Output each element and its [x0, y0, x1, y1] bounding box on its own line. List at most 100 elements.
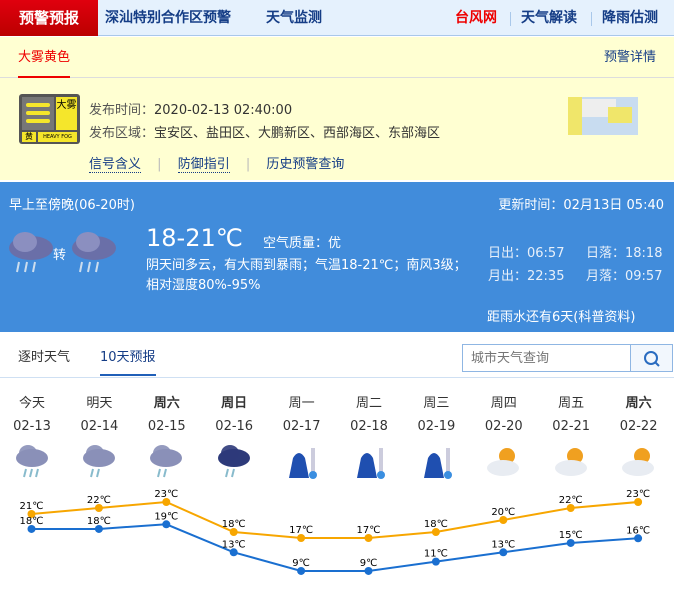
nav-typhoon[interactable]: 台风网: [455, 10, 497, 26]
heavy-rain-icon: [72, 232, 116, 273]
day-date: 02-18: [350, 419, 388, 434]
divider: [0, 377, 674, 378]
solar-term-link[interactable]: 距雨水还有6天(科普资料): [487, 310, 636, 325]
day-name: 周三: [423, 396, 450, 411]
day-name: 周日: [221, 396, 248, 411]
low-temp-line: [31, 523, 639, 572]
day-name: 今天: [18, 396, 45, 411]
nav-rain-estimate[interactable]: 降雨估测: [602, 10, 658, 26]
high-temp-line: [31, 500, 639, 539]
transition-text: 转: [53, 248, 67, 263]
tab-10day[interactable]: 10天预报: [100, 346, 156, 376]
low-temp-label: 9℃: [292, 558, 310, 569]
day-date: 02-20: [484, 419, 523, 434]
high-temp-label: 18℃: [424, 519, 448, 530]
day-date: 02-16: [215, 419, 254, 434]
tab-fog-yellow[interactable]: 大雾黄色: [18, 37, 71, 78]
high-temp-label: 23℃: [154, 489, 178, 500]
high-temp-point: [499, 516, 508, 524]
low-temp-point: [566, 538, 575, 547]
nav-monitoring[interactable]: 天气监测: [266, 10, 322, 26]
high-temp-point: [162, 498, 171, 506]
high-temp-point: [364, 534, 373, 542]
day-name: 周五: [558, 396, 585, 411]
low-temp-point: [297, 566, 306, 575]
cold-icon: [423, 448, 452, 479]
low-temp-label: 11℃: [424, 549, 448, 560]
divider: [591, 12, 592, 26]
low-temp-label: 13℃: [491, 539, 515, 550]
warning-area-map[interactable]: [568, 97, 638, 135]
time-label: 发布时间：: [89, 103, 155, 118]
nav-interpretation[interactable]: 天气解读: [521, 10, 577, 26]
low-temp-point: [364, 566, 373, 575]
day-date: 02-13: [13, 419, 51, 434]
high-temp-label: 21℃: [20, 501, 44, 512]
low-temp-label: 15℃: [559, 530, 583, 541]
area-label: 发布区域：: [89, 126, 155, 141]
tab-hourly[interactable]: 逐时天气: [18, 350, 71, 365]
day-date: 02-14: [80, 419, 119, 434]
issue-time: 2020-02-13 02:40:00: [154, 103, 293, 118]
low-temp-label: 13℃: [222, 539, 246, 550]
high-temp-label: 23℃: [626, 489, 650, 500]
day-name: 周六: [625, 396, 652, 411]
low-temp-label: 19℃: [154, 511, 178, 522]
low-temp-point: [27, 524, 36, 533]
top-nav: 预警预报 深汕特别合作区预警 天气监测 台风网 天气解读 降雨估测: [0, 0, 674, 36]
nav-shenshan[interactable]: 深汕特别合作区预警: [105, 10, 231, 26]
day-name: 周二: [355, 396, 382, 411]
low-temp-point: [431, 557, 440, 566]
sun-cloud-icon: [622, 448, 655, 476]
rain-icon: [150, 445, 183, 478]
heavy-rain-icon: [15, 445, 48, 478]
high-temp-label: 17℃: [357, 525, 381, 536]
rain-icon: [82, 445, 115, 478]
update-time: 更新时间：02月13日 05:40: [498, 198, 664, 213]
sunset: 日落：18:18: [586, 246, 663, 261]
dark-shower-icon: [217, 445, 250, 478]
heavy-rain-icon: [9, 232, 53, 273]
high-temp-label: 22℃: [559, 495, 583, 506]
high-temp-label: 18℃: [222, 519, 246, 530]
day-date: 02-15: [147, 419, 186, 434]
high-temp-point: [27, 510, 36, 518]
high-temp-label: 22℃: [87, 495, 111, 506]
cold-icon: [356, 448, 385, 479]
day-name: 周四: [490, 396, 517, 411]
fog-warning-icon: 大雾 黄 HEAVY FOG: [19, 94, 80, 144]
divider: [510, 12, 511, 26]
high-temp-label: 17℃: [289, 525, 313, 536]
low-temp-label: 16℃: [626, 525, 650, 536]
signal-meaning-link[interactable]: 信号含义: [89, 157, 142, 173]
day-name: 周一: [288, 396, 315, 411]
cold-icon: [289, 448, 318, 479]
search-icon: [644, 351, 660, 367]
low-temp-label: 18℃: [87, 516, 111, 527]
nav-warning-forecast[interactable]: 预警预报: [0, 0, 98, 36]
high-temp-point: [634, 498, 643, 506]
warning-detail-link[interactable]: 预警详情: [603, 50, 656, 65]
divider: [0, 77, 674, 78]
today-panel: 早上至傍晚(06-20时) 更新时间：02月13日 05:40 转 18-21℃…: [0, 182, 674, 332]
city-search-input[interactable]: [462, 344, 631, 372]
issue-area: 宝安区、盐田区、大鹏新区、西部海区、东部海区: [154, 126, 441, 141]
low-temp-point: [229, 548, 238, 557]
defense-guide-link[interactable]: 防御指引: [177, 157, 230, 173]
sunrise: 日出：06:57: [488, 246, 565, 261]
moonset: 月落：09:57: [586, 269, 663, 284]
temperature-range: 18-21℃: [146, 224, 243, 252]
high-temp-point: [94, 504, 103, 512]
high-temp-point: [566, 504, 575, 512]
day-name: 周六: [153, 396, 180, 411]
moonrise: 月出：22:35: [488, 269, 565, 284]
cloudy-sun-icon: [487, 448, 520, 476]
low-temp-label: 18℃: [20, 516, 44, 527]
day-date: 02-22: [619, 419, 658, 434]
low-temp-point: [94, 524, 103, 533]
day-date: 02-19: [417, 419, 456, 434]
low-temp-point: [499, 548, 508, 557]
high-temp-label: 20℃: [491, 507, 515, 518]
search-button[interactable]: [630, 344, 673, 372]
history-link[interactable]: 历史预警查询: [266, 157, 345, 172]
